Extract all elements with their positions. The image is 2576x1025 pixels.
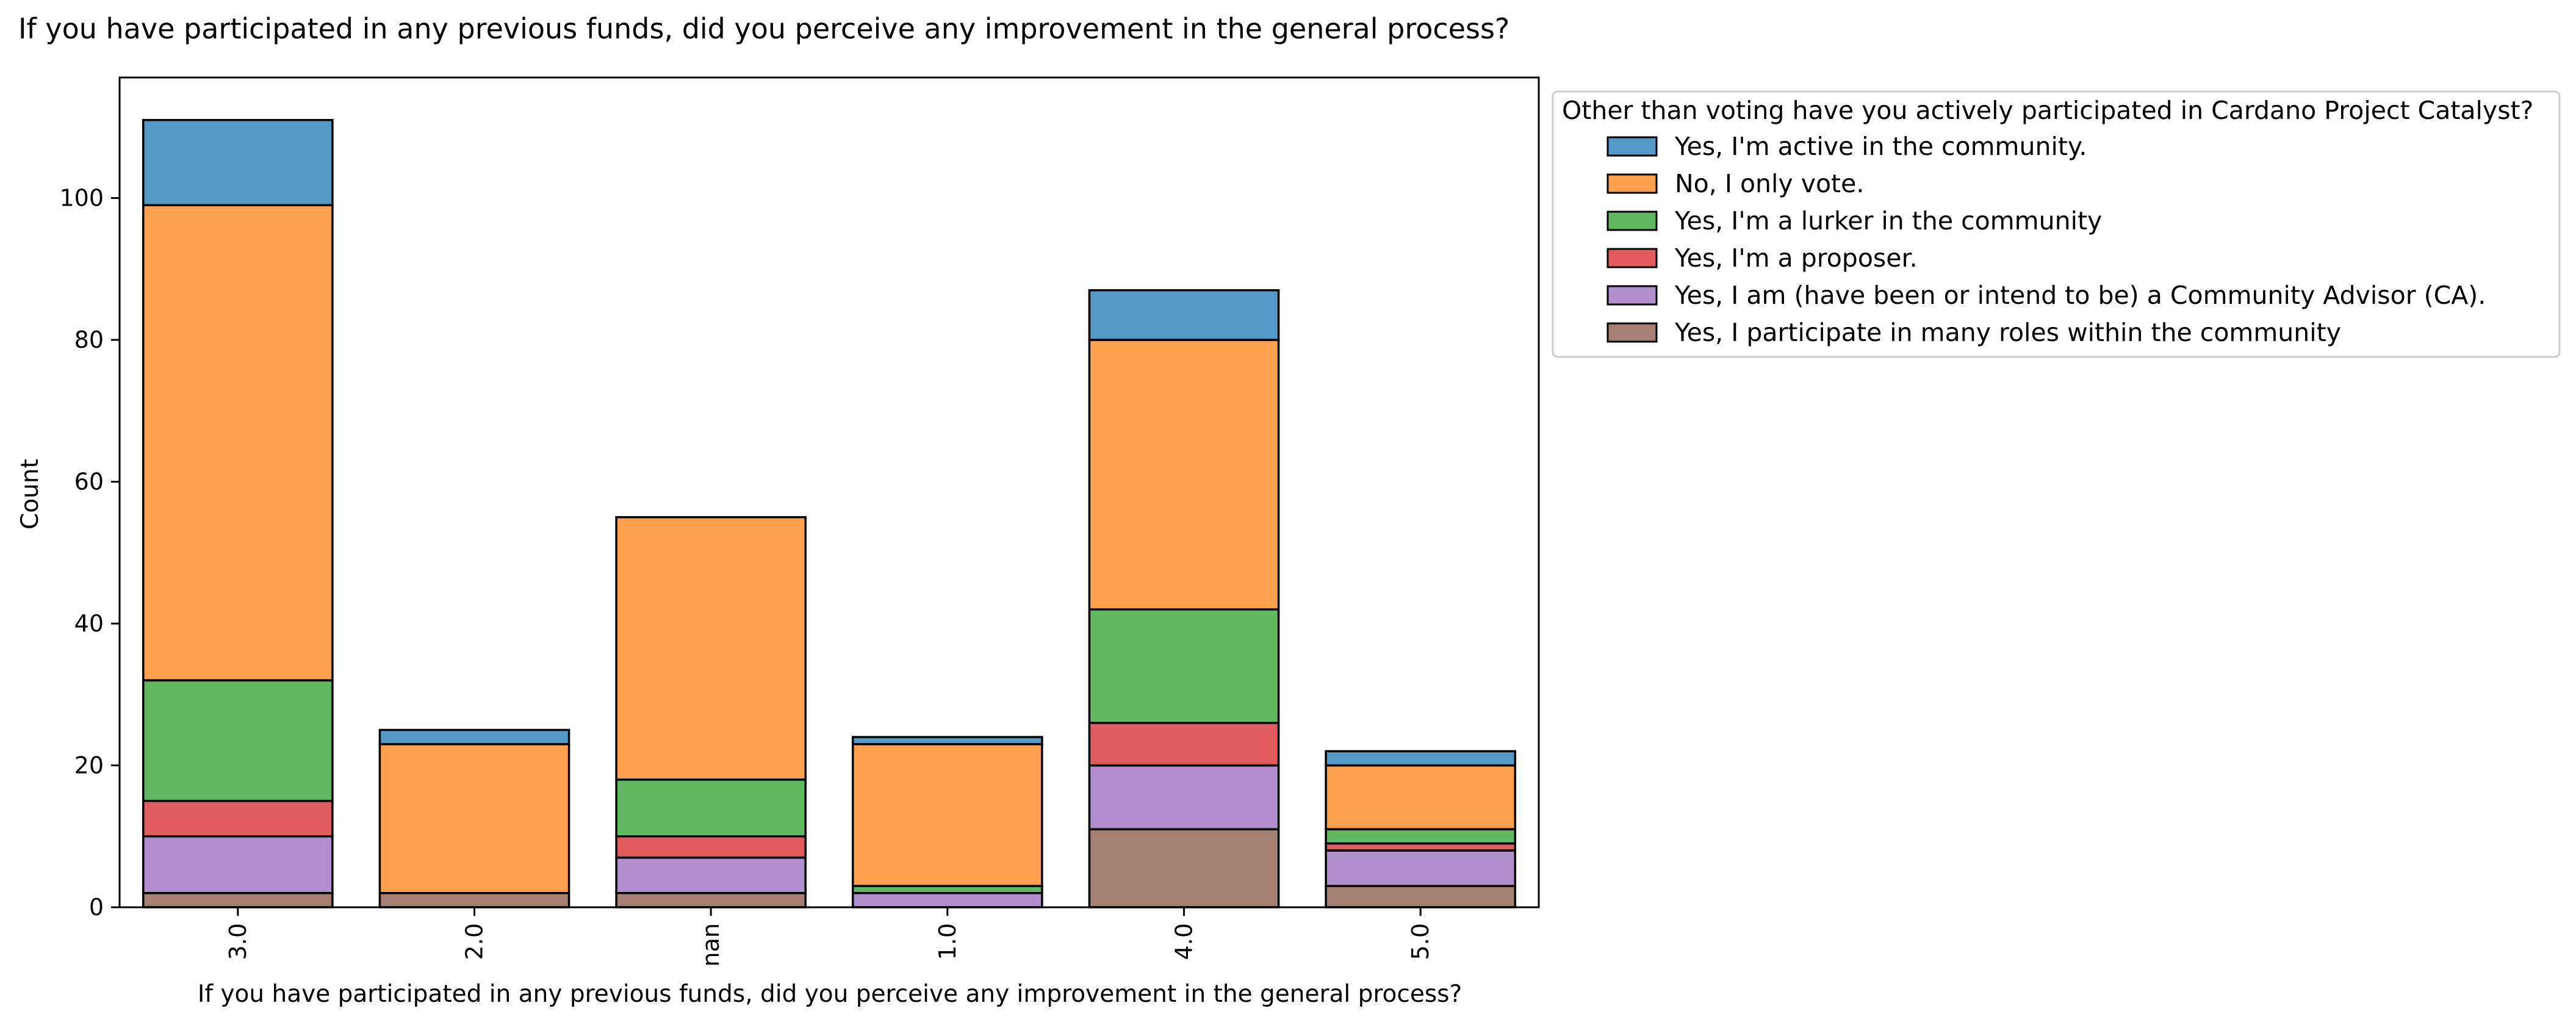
bar-segment [615, 779, 807, 838]
x-tick-label: 3.0 [225, 923, 251, 960]
bar-segment [1325, 885, 1516, 908]
legend-swatch [1606, 285, 1658, 306]
bar-segment [852, 736, 1043, 746]
legend-swatch [1606, 210, 1658, 231]
legend-label: Yes, I participate in many roles within … [1674, 318, 2341, 347]
chart-title: If you have participated in any previous… [18, 12, 1509, 45]
y-axis-label: Count [16, 459, 44, 530]
legend-label: No, I only vote. [1675, 169, 1864, 198]
legend-label: Yes, I'm active in the community. [1674, 132, 2087, 161]
bar-segment [378, 892, 570, 908]
bar-segment [615, 835, 807, 859]
x-tick-label: nan [697, 923, 724, 966]
bar-segment [1088, 722, 1280, 767]
x-tick-label: 1.0 [934, 923, 961, 960]
bar-segment [142, 679, 334, 802]
bar-segment [1325, 750, 1516, 767]
legend-swatch [1606, 322, 1658, 343]
bar-segment [1088, 608, 1280, 724]
bar-segment [852, 892, 1043, 908]
legend-swatch [1606, 173, 1658, 194]
bar-segment [142, 204, 334, 682]
bar-segment [852, 743, 1043, 887]
legend-box [1552, 90, 2561, 358]
bar-segment [378, 743, 570, 894]
bar-segment [615, 516, 807, 781]
y-tick-label: 40 [74, 610, 104, 637]
legend-swatch [1606, 136, 1658, 157]
bar-segment [1325, 828, 1516, 845]
y-tick-label: 20 [74, 752, 104, 779]
legend-swatch [1606, 248, 1658, 268]
bar-segment [615, 856, 807, 894]
legend-label: Yes, I'm a proposer. [1674, 243, 1918, 273]
legend-title: Other than voting have you actively part… [1562, 96, 2533, 125]
legend: Other than voting have you actively part… [1552, 90, 2561, 358]
plot-background [120, 77, 1539, 907]
bar-segment [142, 892, 334, 908]
legend-label: Yes, I'm a lurker in the community [1674, 206, 2102, 236]
bar-segment [615, 892, 807, 908]
bar-segment [1088, 289, 1280, 341]
x-tick-label: 5.0 [1407, 923, 1434, 960]
bar-segment [142, 799, 334, 838]
bar-segment [1325, 849, 1516, 887]
plot-area: 3.0 2.0 nan 1.0 4.0 5.0 0 20 40 60 80 100 [59, 76, 1540, 966]
bar-segment [1088, 339, 1280, 611]
plot-frame [118, 76, 1540, 908]
y-tick-label: 80 [74, 326, 104, 353]
bar-segment [142, 835, 334, 894]
x-tick-label: 2.0 [461, 923, 488, 960]
bar-segment [1088, 828, 1280, 908]
legend-label: Yes, I am (have been or intend to be) a … [1674, 281, 2486, 310]
x-tick-label: 4.0 [1171, 923, 1198, 960]
bar-segment [142, 118, 334, 206]
y-tick-label: 0 [89, 894, 104, 921]
bar-segment [1088, 764, 1280, 830]
bar-segment [1325, 764, 1516, 830]
y-tick-label: 60 [74, 469, 104, 495]
bar-segment [378, 728, 570, 746]
y-tick-label: 100 [59, 185, 104, 212]
x-axis-label: If you have participated in any previous… [198, 980, 1462, 1008]
